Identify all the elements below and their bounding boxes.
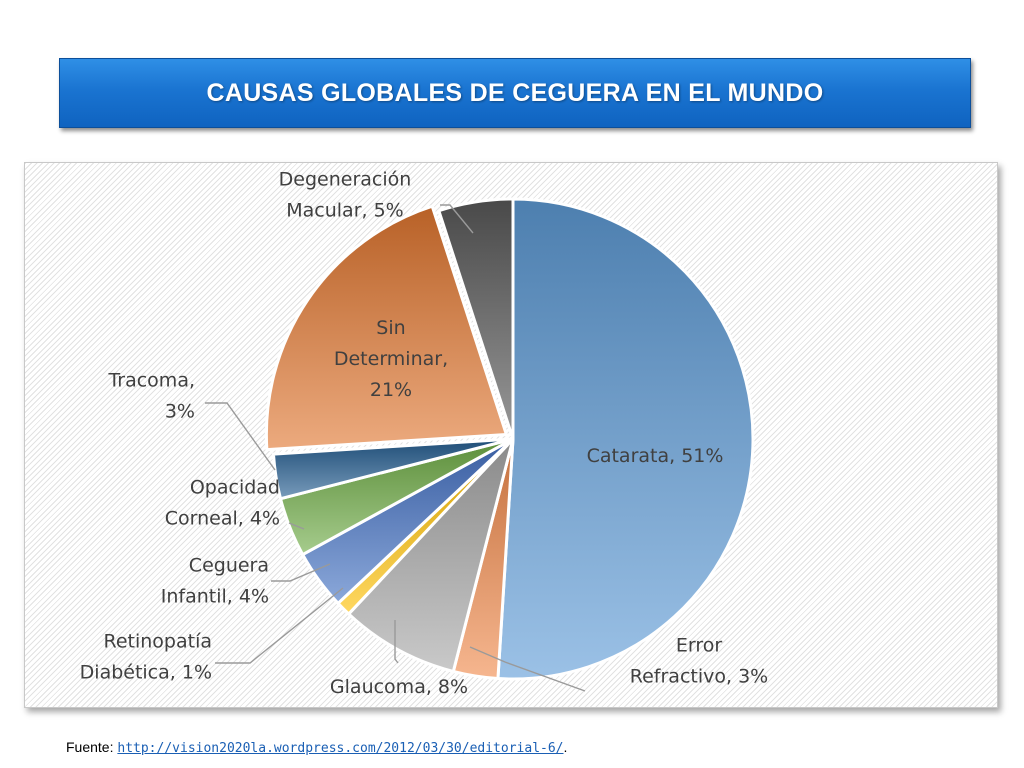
slice-labels: Catarata, 51% Error Refractivo, 3% Glaucoma…	[80, 169, 769, 699]
chart-area: Catarata, 51% Error Refractivo, 3% Glaucoma…	[24, 162, 998, 708]
pie-slices	[264, 197, 755, 681]
slice-catarata	[496, 197, 755, 681]
leader-line-tracoma	[205, 402, 276, 471]
slice-label-error-refractivo: Error Refractivo, 3%	[630, 635, 768, 688]
slice-label-catarata: Catarata, 51%	[587, 445, 724, 467]
pie-chart: Catarata, 51% Error Refractivo, 3% Glaucoma…	[80, 169, 769, 699]
slice-label-degeneracion-macular: Degeneración Macular, 5%	[279, 169, 412, 222]
slice-glaucoma	[347, 437, 515, 673]
slice-label-glaucoma: Glaucoma, 8%	[330, 676, 468, 698]
slice-degeneracion-macular	[437, 197, 515, 441]
leader-line-error-refractivo	[469, 646, 586, 692]
page-title: CAUSAS GLOBALES DE CEGUERA EN EL MUNDO	[206, 79, 824, 107]
source-prefix: Fuente:	[66, 739, 118, 755]
slice-sin-determinar	[264, 204, 508, 452]
slice-label-ceguera-infantil: Ceguera Infantil, 4%	[161, 555, 269, 608]
slice-label-sin-determinar: Sin Determinar, 21%	[334, 317, 448, 401]
leader-line-ceguera-infantil	[271, 563, 331, 582]
leader-line-degeneracion-macular	[440, 204, 474, 234]
source-note: Fuente: http://vision2020la.wordpress.co…	[66, 739, 567, 756]
leader-lines	[205, 204, 586, 692]
source-suffix: .	[563, 739, 568, 755]
slice-tracoma	[271, 437, 515, 501]
leader-line-glaucoma	[394, 620, 399, 664]
leader-line-retinopatia-diabetica	[215, 587, 344, 664]
slice-label-opacidad-corneal: Opacidad Corneal, 4%	[165, 477, 280, 530]
source-link[interactable]: http://vision2020la.wordpress.com/2012/0…	[117, 741, 564, 756]
slice-label-tracoma: Tracoma, 3%	[107, 370, 195, 423]
leader-line-opacidad-corneal	[288, 522, 305, 530]
title-banner: CAUSAS GLOBALES DE CEGUERA EN EL MUNDO	[59, 58, 971, 128]
slice-label-retinopatia-diabetica: Retinopatía Diabética, 1%	[80, 631, 212, 684]
